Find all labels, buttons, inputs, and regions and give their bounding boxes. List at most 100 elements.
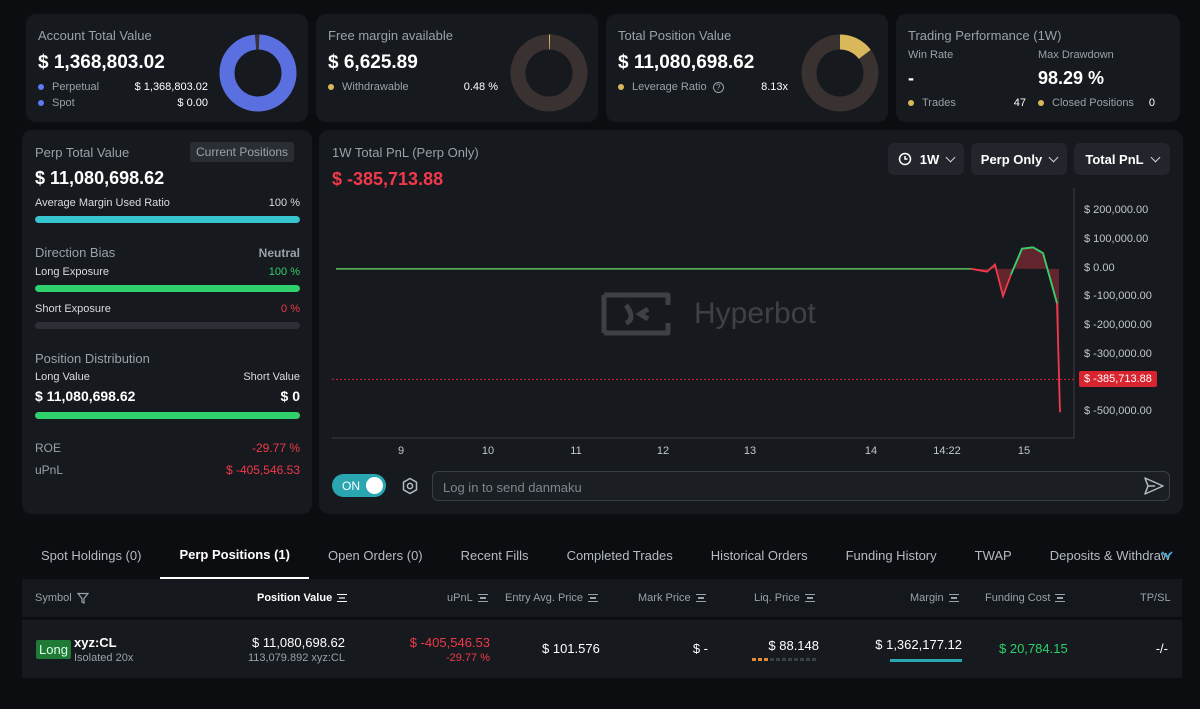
spot-dot <box>38 100 44 107</box>
table-row[interactable]: Long xyz:CL Isolated 20x $ 11,080,698.62… <box>22 620 1182 678</box>
closed-label: Closed Positions <box>1052 97 1134 109</box>
short-exposure-row: Short Exposure 0 % <box>35 303 300 315</box>
table-header <box>22 579 1182 617</box>
sort-icon <box>1055 594 1066 602</box>
leverage-row: Leverage Ratio ? 8.13x <box>618 81 788 93</box>
y-tick-label: $ -100,000.00 <box>1084 290 1152 303</box>
metric-dropdown[interactable]: Total PnL <box>1074 143 1170 175</box>
col-position-value-label: Position Value <box>257 592 333 604</box>
settings-icon[interactable] <box>401 477 419 495</box>
help-icon[interactable]: ? <box>712 81 724 93</box>
tab-8[interactable]: Deposits & Withdraw <box>1049 548 1171 563</box>
col-margin[interactable]: Margin <box>910 592 959 604</box>
col-upnl-label: uPnL <box>447 592 473 604</box>
hyperbot-logo-icon <box>601 292 671 336</box>
col-symbol[interactable]: Symbol <box>35 592 89 604</box>
row-symbol[interactable]: xyz:CL <box>74 635 117 650</box>
toggle-label: ON <box>342 478 360 493</box>
free-margin-value: $ 6,625.89 <box>328 52 418 73</box>
row-upnl: $ -405,546.53 <box>409 635 490 650</box>
perp-total-title: Perp Total Value <box>35 145 130 160</box>
col-liq[interactable]: Liq. Price <box>754 592 815 604</box>
long-exposure-bar <box>35 285 300 292</box>
danmaku-toggle[interactable]: ON <box>332 474 386 497</box>
tab-3[interactable]: Recent Fills <box>460 548 529 563</box>
leverage-value: 8.13x <box>761 81 788 93</box>
col-symbol-label: Symbol <box>35 592 72 604</box>
liq-risk-dot <box>806 658 810 661</box>
danmaku-input[interactable]: Log in to send danmaku <box>432 471 1170 501</box>
distribution-bar <box>35 412 300 419</box>
col-mark[interactable]: Mark Price <box>638 592 706 604</box>
x-tick-label: 14:22 <box>933 445 961 457</box>
current-positions-badge[interactable]: Current Positions <box>190 142 295 162</box>
period-dropdown[interactable]: 1W <box>888 143 964 175</box>
toggle-knob <box>366 477 383 494</box>
chevron-down-icon[interactable] <box>1160 549 1174 561</box>
pnl-series-positive <box>1010 246 1058 304</box>
short-value: $ 0 <box>280 388 300 404</box>
send-icon[interactable] <box>1143 476 1165 496</box>
tab-5[interactable]: Historical Orders <box>710 548 808 563</box>
withdrawable-label: Withdrawable <box>342 81 409 93</box>
tab-1[interactable]: Perp Positions (1) <box>160 532 309 579</box>
col-funding[interactable]: Funding Cost <box>985 592 1066 604</box>
trades-row: Trades 47 <box>908 97 1026 109</box>
direction-bias-value: Neutral <box>258 245 300 260</box>
account-total-value: $ 1,368,803.02 <box>38 52 165 73</box>
trades-dot <box>908 100 914 107</box>
col-tpsl: TP/SL <box>1140 592 1171 604</box>
tab-4[interactable]: Completed Trades <box>566 548 673 563</box>
pnl-series-line <box>970 246 1061 413</box>
row-tpsl[interactable]: -/- <box>1155 641 1168 656</box>
row-liq: $ 88.148 <box>768 638 819 653</box>
sort-icon <box>948 594 959 602</box>
scope-dropdown[interactable]: Perp Only <box>971 143 1067 175</box>
col-entry[interactable]: Entry Avg. Price <box>505 592 599 604</box>
liq-risk-dot <box>776 658 780 661</box>
tab-7[interactable]: TWAP <box>974 548 1012 563</box>
tab-0[interactable]: Spot Holdings (0) <box>41 548 142 563</box>
col-upnl[interactable]: uPnL <box>447 592 488 604</box>
withdrawable-row: Withdrawable 0.48 % <box>328 81 498 93</box>
row-margin: $ 1,362,177.12 <box>875 637 962 652</box>
x-tick-label: 15 <box>1017 445 1031 457</box>
perpetual-dot <box>38 84 44 91</box>
x-tick-label: 11 <box>570 445 582 457</box>
row-entry: $ 101.576 <box>542 641 600 656</box>
filter-icon[interactable] <box>76 592 89 604</box>
positions-tabbar: Spot Holdings (0) Perp Positions (1) Open … <box>22 532 1182 579</box>
roe-value: -29.77 % <box>251 441 300 455</box>
col-position-value[interactable]: Position Value <box>257 592 348 604</box>
tab-6[interactable]: Funding History <box>845 548 937 563</box>
x-tick-label: 13 <box>743 445 757 457</box>
pnl-line-chart[interactable] <box>319 130 1183 514</box>
pnl-title: 1W Total PnL (Perp Only) <box>332 145 479 160</box>
liq-risk-dot <box>770 658 774 661</box>
sort-icon <box>588 594 599 602</box>
win-rate-label: Win Rate <box>908 49 954 61</box>
liq-risk-dot <box>794 658 798 661</box>
spot-value: $ 0.00 <box>177 97 208 109</box>
closed-dot <box>1038 100 1044 107</box>
margin-donut <box>510 34 588 112</box>
upnl-row: uPnL $ -405,546.53 <box>35 463 300 477</box>
liq-risk-dot <box>752 658 756 661</box>
sort-icon <box>477 594 488 602</box>
account-total-card: Account Total Value $ 1,368,803.02 Perpe… <box>26 14 308 122</box>
perpetual-value: $ 1,368,803.02 <box>134 81 208 93</box>
col-tpsl-label: TP/SL <box>1140 592 1171 604</box>
margin-ratio-label: Average Margin Used Ratio <box>35 197 170 209</box>
account-donut <box>219 34 297 112</box>
spot-row: Spot $ 0.00 <box>38 97 208 109</box>
perpetual-label: Perpetual <box>52 81 100 93</box>
max-drawdown-value: 98.29 % <box>1038 68 1105 88</box>
total-position-card: Total Position Value $ 11,080,698.62 Lev… <box>606 14 888 122</box>
y-tick-label: $ -500,000.00 <box>1084 405 1152 418</box>
row-position-value: $ 11,080,698.62 <box>251 635 345 650</box>
trades-value: 47 <box>1013 97 1026 109</box>
max-drawdown-label: Max Drawdown <box>1038 49 1114 61</box>
chart-axes <box>332 188 1075 439</box>
x-tick-label: 12 <box>656 445 670 457</box>
tab-2[interactable]: Open Orders (0) <box>327 548 423 563</box>
